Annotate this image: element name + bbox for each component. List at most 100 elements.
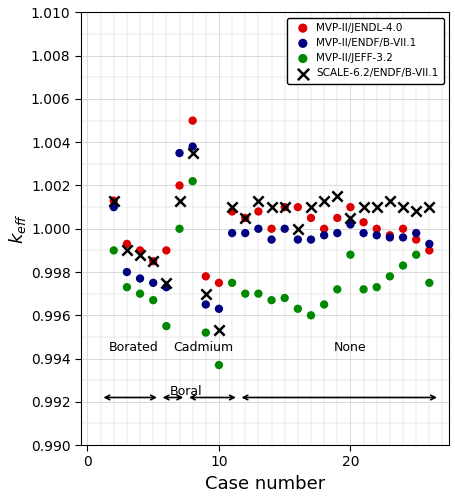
MVP-II/JEFF-3.2 — [307, 312, 314, 320]
MVP-II/JEFF-3.2 — [136, 290, 143, 298]
MVP-II/JENDL-4.0 — [110, 196, 117, 204]
MVP-II/ENDF/B-VII.1 — [149, 279, 157, 287]
MVP-II/ENDF/B-VII.1 — [333, 229, 340, 237]
SCALE-6.2/ENDF/B-VII.1 — [320, 196, 327, 204]
MVP-II/JEFF-3.2 — [202, 328, 209, 336]
MVP-II/ENDF/B-VII.1 — [228, 229, 235, 237]
MVP-II/ENDF/B-VII.1 — [136, 274, 143, 282]
SCALE-6.2/ENDF/B-VII.1 — [215, 326, 222, 334]
MVP-II/JENDL-4.0 — [136, 246, 143, 254]
SCALE-6.2/ENDF/B-VII.1 — [385, 196, 393, 204]
MVP-II/JEFF-3.2 — [228, 279, 235, 287]
MVP-II/ENDF/B-VII.1 — [241, 229, 248, 237]
SCALE-6.2/ENDF/B-VII.1 — [241, 214, 248, 222]
SCALE-6.2/ENDF/B-VII.1 — [293, 225, 301, 233]
MVP-II/JEFF-3.2 — [412, 250, 419, 258]
SCALE-6.2/ENDF/B-VII.1 — [359, 203, 366, 211]
SCALE-6.2/ENDF/B-VII.1 — [188, 149, 196, 157]
SCALE-6.2/ENDF/B-VII.1 — [333, 192, 340, 200]
MVP-II/ENDF/B-VII.1 — [359, 229, 366, 237]
MVP-II/ENDF/B-VII.1 — [307, 236, 314, 244]
MVP-II/JENDL-4.0 — [280, 203, 288, 211]
MVP-II/ENDF/B-VII.1 — [176, 149, 183, 157]
MVP-II/JEFF-3.2 — [149, 296, 157, 304]
MVP-II/JEFF-3.2 — [293, 305, 301, 313]
MVP-II/ENDF/B-VII.1 — [372, 232, 379, 239]
MVP-II/ENDF/B-VII.1 — [188, 142, 196, 150]
MVP-II/JEFF-3.2 — [215, 361, 222, 369]
MVP-II/JEFF-3.2 — [333, 286, 340, 294]
Text: Boral: Boral — [169, 384, 202, 398]
MVP-II/JENDL-4.0 — [176, 182, 183, 190]
MVP-II/ENDF/B-VII.1 — [385, 234, 393, 241]
MVP-II/JENDL-4.0 — [215, 279, 222, 287]
SCALE-6.2/ENDF/B-VII.1 — [412, 208, 419, 216]
MVP-II/JENDL-4.0 — [123, 240, 130, 248]
MVP-II/JENDL-4.0 — [399, 225, 406, 233]
SCALE-6.2/ENDF/B-VII.1 — [307, 203, 314, 211]
SCALE-6.2/ENDF/B-VII.1 — [136, 250, 143, 258]
MVP-II/JEFF-3.2 — [254, 290, 262, 298]
Text: Cadmium: Cadmium — [173, 341, 233, 354]
SCALE-6.2/ENDF/B-VII.1 — [110, 196, 117, 204]
MVP-II/JEFF-3.2 — [346, 250, 354, 258]
MVP-II/JEFF-3.2 — [123, 283, 130, 291]
MVP-II/JEFF-3.2 — [241, 290, 248, 298]
MVP-II/JENDL-4.0 — [359, 218, 366, 226]
MVP-II/JENDL-4.0 — [412, 236, 419, 244]
MVP-II/JEFF-3.2 — [162, 322, 170, 330]
SCALE-6.2/ENDF/B-VII.1 — [123, 246, 130, 254]
MVP-II/JENDL-4.0 — [293, 203, 301, 211]
MVP-II/JENDL-4.0 — [333, 214, 340, 222]
MVP-II/JEFF-3.2 — [359, 286, 366, 294]
MVP-II/JEFF-3.2 — [320, 300, 327, 308]
SCALE-6.2/ENDF/B-VII.1 — [399, 203, 406, 211]
SCALE-6.2/ENDF/B-VII.1 — [280, 203, 288, 211]
MVP-II/JENDL-4.0 — [188, 116, 196, 124]
MVP-II/JEFF-3.2 — [110, 246, 117, 254]
MVP-II/JENDL-4.0 — [372, 225, 379, 233]
SCALE-6.2/ENDF/B-VII.1 — [372, 203, 379, 211]
MVP-II/ENDF/B-VII.1 — [254, 225, 262, 233]
MVP-II/ENDF/B-VII.1 — [425, 240, 432, 248]
MVP-II/JENDL-4.0 — [307, 214, 314, 222]
MVP-II/JENDL-4.0 — [385, 232, 393, 239]
MVP-II/ENDF/B-VII.1 — [162, 283, 170, 291]
MVP-II/ENDF/B-VII.1 — [267, 236, 274, 244]
MVP-II/JENDL-4.0 — [149, 257, 157, 265]
X-axis label: Case number: Case number — [204, 475, 324, 493]
MVP-II/JENDL-4.0 — [320, 225, 327, 233]
MVP-II/JEFF-3.2 — [372, 283, 379, 291]
MVP-II/JEFF-3.2 — [425, 279, 432, 287]
MVP-II/JENDL-4.0 — [346, 203, 354, 211]
Y-axis label: $k_{eff}$: $k_{eff}$ — [7, 214, 28, 244]
SCALE-6.2/ENDF/B-VII.1 — [346, 214, 354, 222]
MVP-II/ENDF/B-VII.1 — [110, 203, 117, 211]
SCALE-6.2/ENDF/B-VII.1 — [202, 290, 209, 298]
MVP-II/JEFF-3.2 — [385, 272, 393, 280]
SCALE-6.2/ENDF/B-VII.1 — [162, 279, 170, 287]
SCALE-6.2/ENDF/B-VII.1 — [254, 196, 262, 204]
MVP-II/ENDF/B-VII.1 — [215, 305, 222, 313]
SCALE-6.2/ENDF/B-VII.1 — [149, 257, 157, 265]
SCALE-6.2/ENDF/B-VII.1 — [228, 203, 235, 211]
Text: None: None — [334, 341, 366, 354]
MVP-II/JENDL-4.0 — [241, 214, 248, 222]
MVP-II/JENDL-4.0 — [228, 208, 235, 216]
MVP-II/JENDL-4.0 — [162, 246, 170, 254]
MVP-II/ENDF/B-VII.1 — [202, 300, 209, 308]
MVP-II/JEFF-3.2 — [399, 262, 406, 270]
SCALE-6.2/ENDF/B-VII.1 — [425, 203, 432, 211]
MVP-II/JENDL-4.0 — [202, 272, 209, 280]
Legend: MVP-II/JENDL-4.0, MVP-II/ENDF/B-VII.1, MVP-II/JEFF-3.2, SCALE-6.2/ENDF/B-VII.1: MVP-II/JENDL-4.0, MVP-II/ENDF/B-VII.1, M… — [287, 18, 443, 84]
SCALE-6.2/ENDF/B-VII.1 — [267, 203, 274, 211]
MVP-II/ENDF/B-VII.1 — [412, 229, 419, 237]
MVP-II/JEFF-3.2 — [280, 294, 288, 302]
MVP-II/ENDF/B-VII.1 — [280, 225, 288, 233]
MVP-II/ENDF/B-VII.1 — [399, 234, 406, 241]
Text: Borated: Borated — [108, 341, 158, 354]
MVP-II/JENDL-4.0 — [254, 208, 262, 216]
MVP-II/ENDF/B-VII.1 — [123, 268, 130, 276]
MVP-II/ENDF/B-VII.1 — [293, 236, 301, 244]
MVP-II/JENDL-4.0 — [425, 246, 432, 254]
